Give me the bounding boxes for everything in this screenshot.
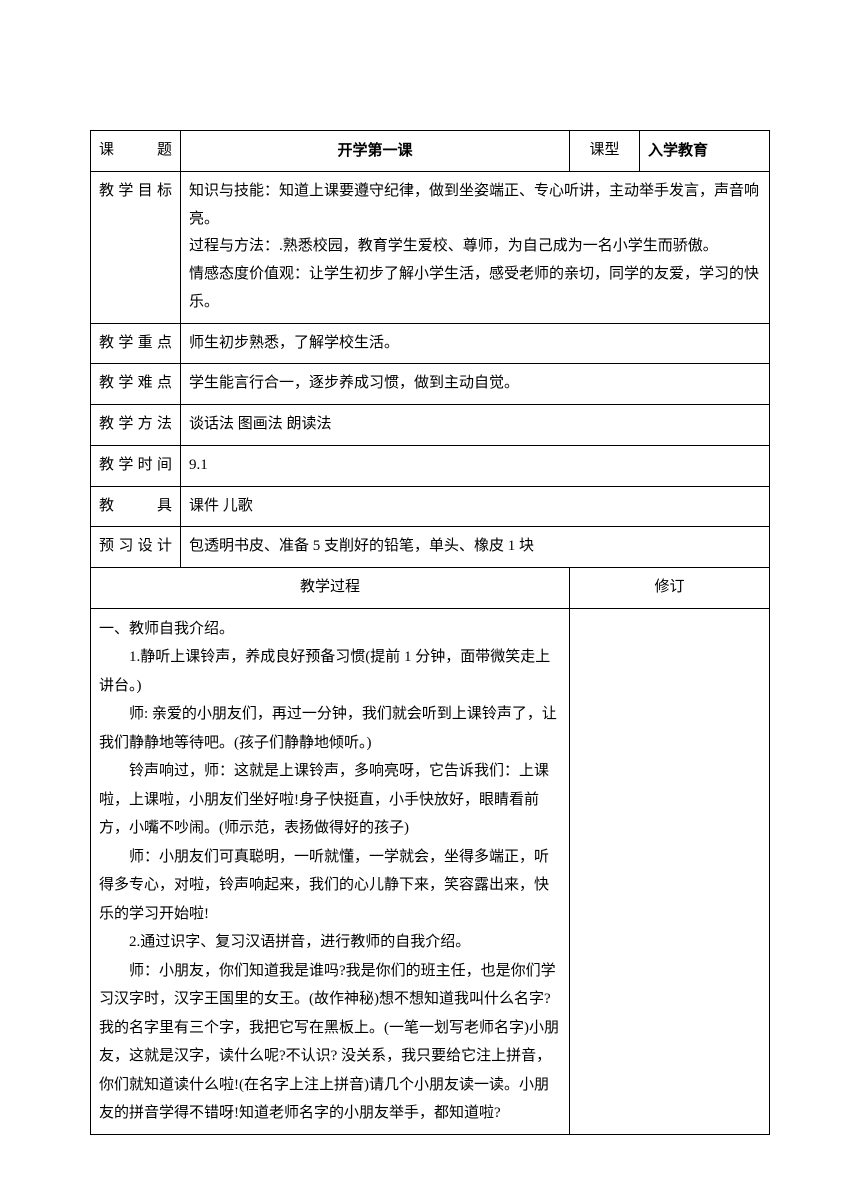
tool-label: 教 具	[91, 486, 181, 527]
time-row: 教学时间 9.1	[91, 445, 770, 486]
process-content: 一、教师自我介绍。1.静听上课铃声，养成良好预备习惯(提前 1 分钟，面带微笑走…	[91, 608, 570, 1134]
process-header-row: 教学过程 修订	[91, 568, 770, 609]
process-paragraph: 2.通过识字、复习汉语拼音，进行教师的自我介绍。	[99, 928, 561, 957]
process-paragraph: 师：小朋友，你们知道我是谁吗?我是你们的班主任，也是你们学习汉字时，汉字王国里的…	[99, 957, 561, 1128]
process-paragraph: 铃声响过，师：这就是上课铃声，多响亮呀，它告诉我们：上课啦，上课啦，小朋友们坐好…	[99, 757, 561, 843]
keypoint-row: 教学重点 师生初步熟悉，了解学校生活。	[91, 323, 770, 364]
preview-content: 包透明书皮、准备 5 支削好的铅笔，单头、橡皮 1 块	[181, 527, 770, 568]
process-paragraph: 师: 亲爱的小朋友们，再过一分钟，我们就会听到上课铃声了，让我们静静地等待吧。(…	[99, 700, 561, 757]
method-row: 教学方法 谈话法 图画法 朗读法	[91, 405, 770, 446]
process-header-right: 修订	[570, 568, 770, 609]
preview-label: 预习设计	[91, 527, 181, 568]
difficulty-row: 教学难点 学生能言行合一，逐步养成习惯，做到主动自觉。	[91, 364, 770, 405]
lesson-plan-table: 课题 开学第一课 课型 入学教育 教学目标 知识与技能：知道上课要遵守纪律，做到…	[90, 130, 770, 1135]
process-content-row: 一、教师自我介绍。1.静听上课铃声，养成良好预备习惯(提前 1 分钟，面带微笑走…	[91, 608, 770, 1134]
tool-row: 教 具 课件 儿歌	[91, 486, 770, 527]
objective-label: 教学目标	[91, 171, 181, 323]
process-paragraph: 1.静听上课铃声，养成良好预备习惯(提前 1 分钟，面带微笑走上讲台。)	[99, 643, 561, 700]
objective-content: 知识与技能：知道上课要遵守纪律，做到坐姿端正、专心听讲，主动举手发言，声音响亮。…	[181, 171, 770, 323]
process-paragraph: 师：小朋友们可真聪明，一听就懂，一学就会，坐得多端正，听得多专心，对啦，铃声响起…	[99, 843, 561, 929]
process-header-left: 教学过程	[91, 568, 570, 609]
type-value: 入学教育	[640, 131, 770, 172]
keypoint-content: 师生初步熟悉，了解学校生活。	[181, 323, 770, 364]
revision-content	[570, 608, 770, 1134]
keypoint-label: 教学重点	[91, 323, 181, 364]
header-row: 课题 开学第一课 课型 入学教育	[91, 131, 770, 172]
objective-row: 教学目标 知识与技能：知道上课要遵守纪律，做到坐姿端正、专心听讲，主动举手发言，…	[91, 171, 770, 323]
method-content: 谈话法 图画法 朗读法	[181, 405, 770, 446]
difficulty-content: 学生能言行合一，逐步养成习惯，做到主动自觉。	[181, 364, 770, 405]
type-label: 课型	[570, 131, 640, 172]
tool-content: 课件 儿歌	[181, 486, 770, 527]
topic-value: 开学第一课	[181, 131, 570, 172]
preview-row: 预习设计 包透明书皮、准备 5 支削好的铅笔，单头、橡皮 1 块	[91, 527, 770, 568]
difficulty-label: 教学难点	[91, 364, 181, 405]
time-label: 教学时间	[91, 445, 181, 486]
time-content: 9.1	[181, 445, 770, 486]
process-paragraph: 一、教师自我介绍。	[99, 615, 561, 644]
method-label: 教学方法	[91, 405, 181, 446]
topic-label: 课题	[91, 131, 181, 172]
